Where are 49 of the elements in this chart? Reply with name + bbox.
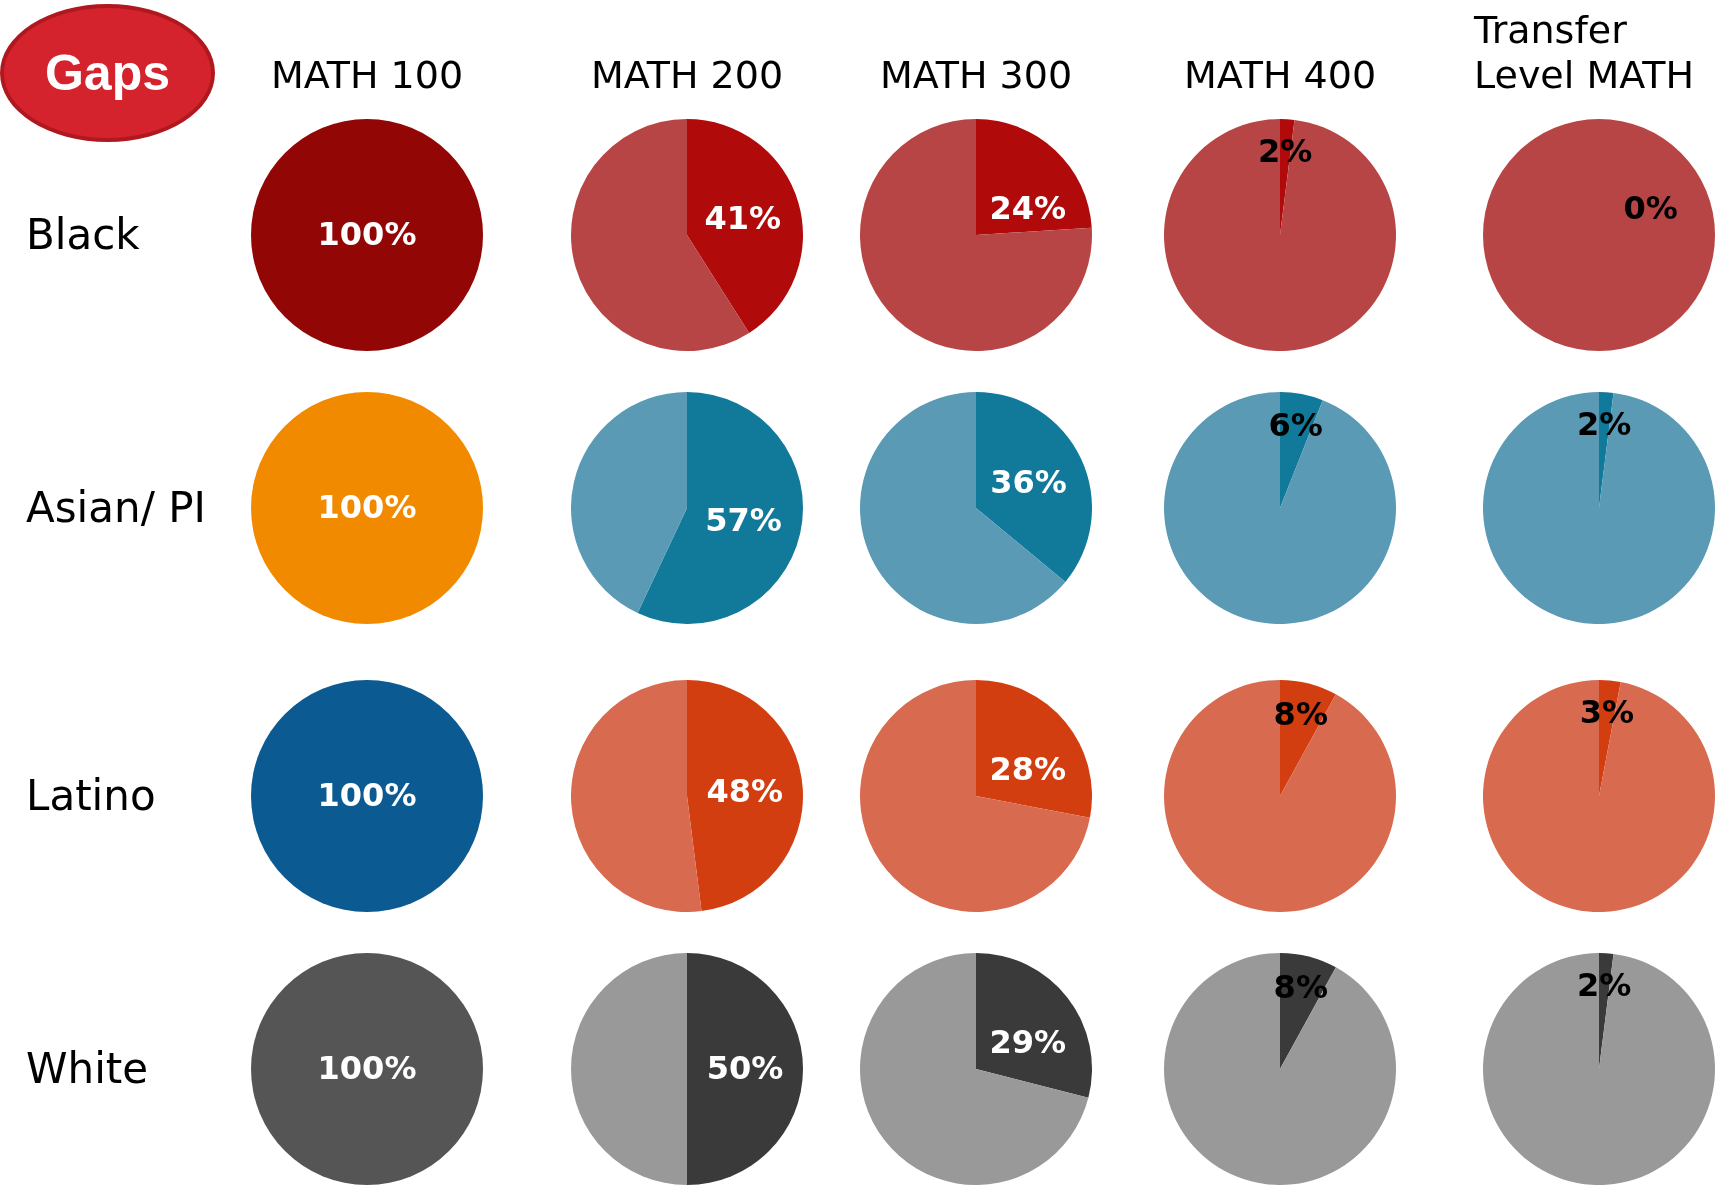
pie-slice bbox=[571, 953, 687, 1185]
pie-slice bbox=[1483, 392, 1715, 624]
pie-slice bbox=[1164, 119, 1396, 351]
text: Black bbox=[26, 208, 141, 261]
data-label: 41% bbox=[704, 198, 781, 237]
data-label: 100% bbox=[317, 215, 417, 253]
data-label: 50% bbox=[706, 1049, 784, 1087]
data-label: 8% bbox=[1273, 695, 1328, 734]
data-label: 100% bbox=[317, 776, 417, 814]
pie-slice bbox=[1164, 680, 1396, 912]
text: Asian/ PI bbox=[26, 481, 206, 534]
data-label: 3% bbox=[1579, 692, 1635, 731]
pie-slice bbox=[976, 953, 1092, 1098]
data-label: 29% bbox=[989, 1022, 1066, 1061]
data-label: 6% bbox=[1268, 405, 1323, 444]
pie-slice bbox=[571, 392, 687, 613]
data-label: 100% bbox=[317, 488, 417, 526]
chart-title: MATH 100 bbox=[269, 53, 465, 99]
pie-slice bbox=[860, 119, 1092, 351]
pie-slice bbox=[687, 119, 803, 333]
pie-slice bbox=[976, 392, 1092, 582]
data-label: 24% bbox=[989, 188, 1066, 227]
pie-slice bbox=[1483, 953, 1715, 1185]
data-label: 48% bbox=[706, 772, 784, 811]
pie-slice bbox=[1164, 953, 1396, 1185]
data-label: 2% bbox=[1258, 131, 1313, 170]
chart-title: MATH 300 bbox=[878, 53, 1074, 99]
pie-slice bbox=[976, 680, 1092, 818]
pie-slice bbox=[687, 953, 803, 1185]
pie-slice bbox=[860, 392, 1066, 624]
pie-slice bbox=[687, 680, 803, 912]
chart-title: MATH 200 bbox=[589, 53, 785, 99]
data-label: 100% bbox=[317, 1049, 417, 1087]
chart-title: Transfer Level MATH bbox=[1474, 7, 1695, 99]
pie-slice bbox=[860, 680, 1090, 912]
pie-slice bbox=[1483, 680, 1715, 912]
pie-slice bbox=[637, 392, 803, 624]
chart-title: MATH 400 bbox=[1182, 53, 1378, 99]
text: White bbox=[26, 1042, 150, 1095]
data-label: 36% bbox=[990, 463, 1067, 502]
data-label: 28% bbox=[989, 749, 1066, 788]
data-label: 57% bbox=[705, 500, 782, 539]
data-label: 2% bbox=[1577, 404, 1632, 443]
text: 0% bbox=[1623, 188, 1678, 227]
pie-slice bbox=[571, 680, 702, 912]
pie-slice bbox=[976, 119, 1092, 235]
pie-slice bbox=[860, 953, 1089, 1185]
text: Latino bbox=[26, 769, 157, 822]
pie-slice bbox=[1164, 392, 1396, 624]
